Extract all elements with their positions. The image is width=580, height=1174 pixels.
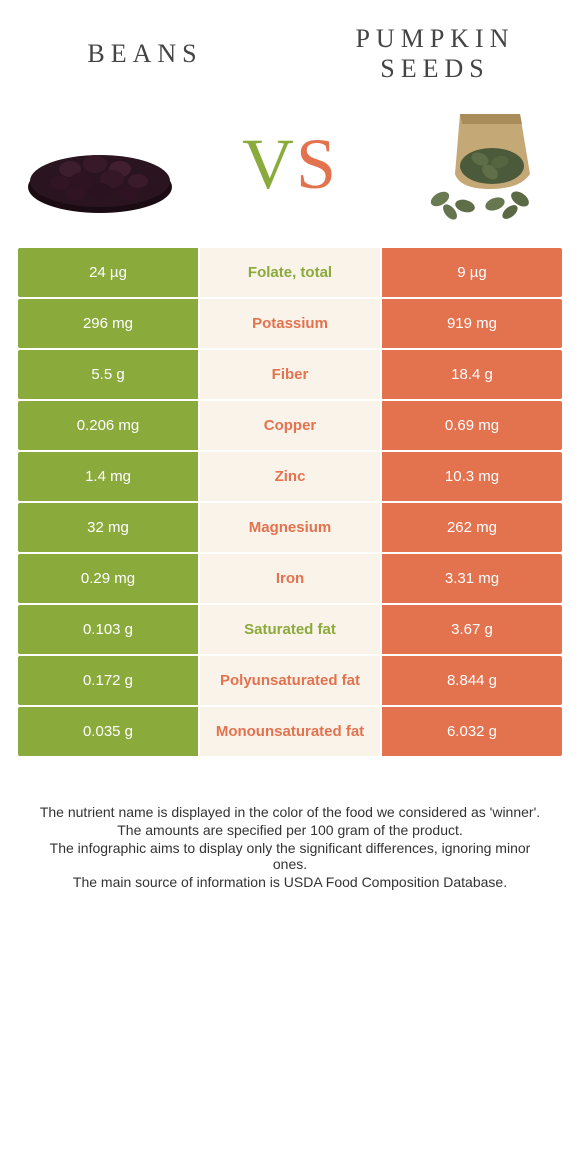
nutrient-row: 1.4 mgZinc10.3 mg	[18, 452, 562, 501]
pumpkin-seeds-image	[400, 104, 560, 224]
nutrient-row: 0.206 mgCopper0.69 mg	[18, 401, 562, 450]
nutrient-row: 0.035 gMonounsaturated fat6.032 g	[18, 707, 562, 756]
value-left: 0.035 g	[18, 707, 198, 756]
title-right: pumpkin seeds	[296, 24, 574, 84]
value-left: 0.29 mg	[18, 554, 198, 603]
value-right: 18.4 g	[382, 350, 562, 399]
value-right: 919 mg	[382, 299, 562, 348]
nutrient-row: 32 mgMagnesium262 mg	[18, 503, 562, 552]
value-left: 5.5 g	[18, 350, 198, 399]
value-right: 3.67 g	[382, 605, 562, 654]
notes: The nutrient name is displayed in the co…	[0, 758, 580, 932]
nutrient-label: Saturated fat	[200, 605, 380, 654]
nutrient-row: 296 mgPotassium919 mg	[18, 299, 562, 348]
value-right: 3.31 mg	[382, 554, 562, 603]
nutrient-row: 5.5 gFiber18.4 g	[18, 350, 562, 399]
value-right: 8.844 g	[382, 656, 562, 705]
value-left: 24 µg	[18, 248, 198, 297]
note-line: The main source of information is USDA F…	[36, 874, 544, 890]
nutrient-label: Potassium	[200, 299, 380, 348]
nutrient-row: 24 µgFolate, total9 µg	[18, 248, 562, 297]
vs-s: S	[296, 124, 338, 204]
nutrient-label: Copper	[200, 401, 380, 450]
header: beans pumpkin seeds	[0, 0, 580, 92]
title-left: beans	[6, 39, 284, 69]
beans-image	[20, 104, 180, 224]
note-line: The infographic aims to display only the…	[36, 840, 544, 872]
value-left: 296 mg	[18, 299, 198, 348]
note-line: The nutrient name is displayed in the co…	[36, 804, 544, 820]
nutrient-row: 0.172 gPolyunsaturated fat8.844 g	[18, 656, 562, 705]
nutrient-label: Iron	[200, 554, 380, 603]
nutrient-table: 24 µgFolate, total9 µg296 mgPotassium919…	[18, 248, 562, 756]
note-line: The amounts are specified per 100 gram o…	[36, 822, 544, 838]
nutrient-row: 0.29 mgIron3.31 mg	[18, 554, 562, 603]
vs-label: VS	[242, 123, 338, 206]
value-right: 6.032 g	[382, 707, 562, 756]
images-row: VS	[0, 92, 580, 248]
nutrient-label: Magnesium	[200, 503, 380, 552]
value-left: 0.172 g	[18, 656, 198, 705]
value-right: 10.3 mg	[382, 452, 562, 501]
value-left: 1.4 mg	[18, 452, 198, 501]
value-left: 0.206 mg	[18, 401, 198, 450]
value-right: 9 µg	[382, 248, 562, 297]
nutrient-label: Polyunsaturated fat	[200, 656, 380, 705]
nutrient-row: 0.103 gSaturated fat3.67 g	[18, 605, 562, 654]
vs-v: V	[242, 124, 296, 204]
value-left: 0.103 g	[18, 605, 198, 654]
nutrient-label: Folate, total	[200, 248, 380, 297]
value-right: 262 mg	[382, 503, 562, 552]
nutrient-label: Fiber	[200, 350, 380, 399]
nutrient-label: Zinc	[200, 452, 380, 501]
value-left: 32 mg	[18, 503, 198, 552]
nutrient-label: Monounsaturated fat	[200, 707, 380, 756]
value-right: 0.69 mg	[382, 401, 562, 450]
